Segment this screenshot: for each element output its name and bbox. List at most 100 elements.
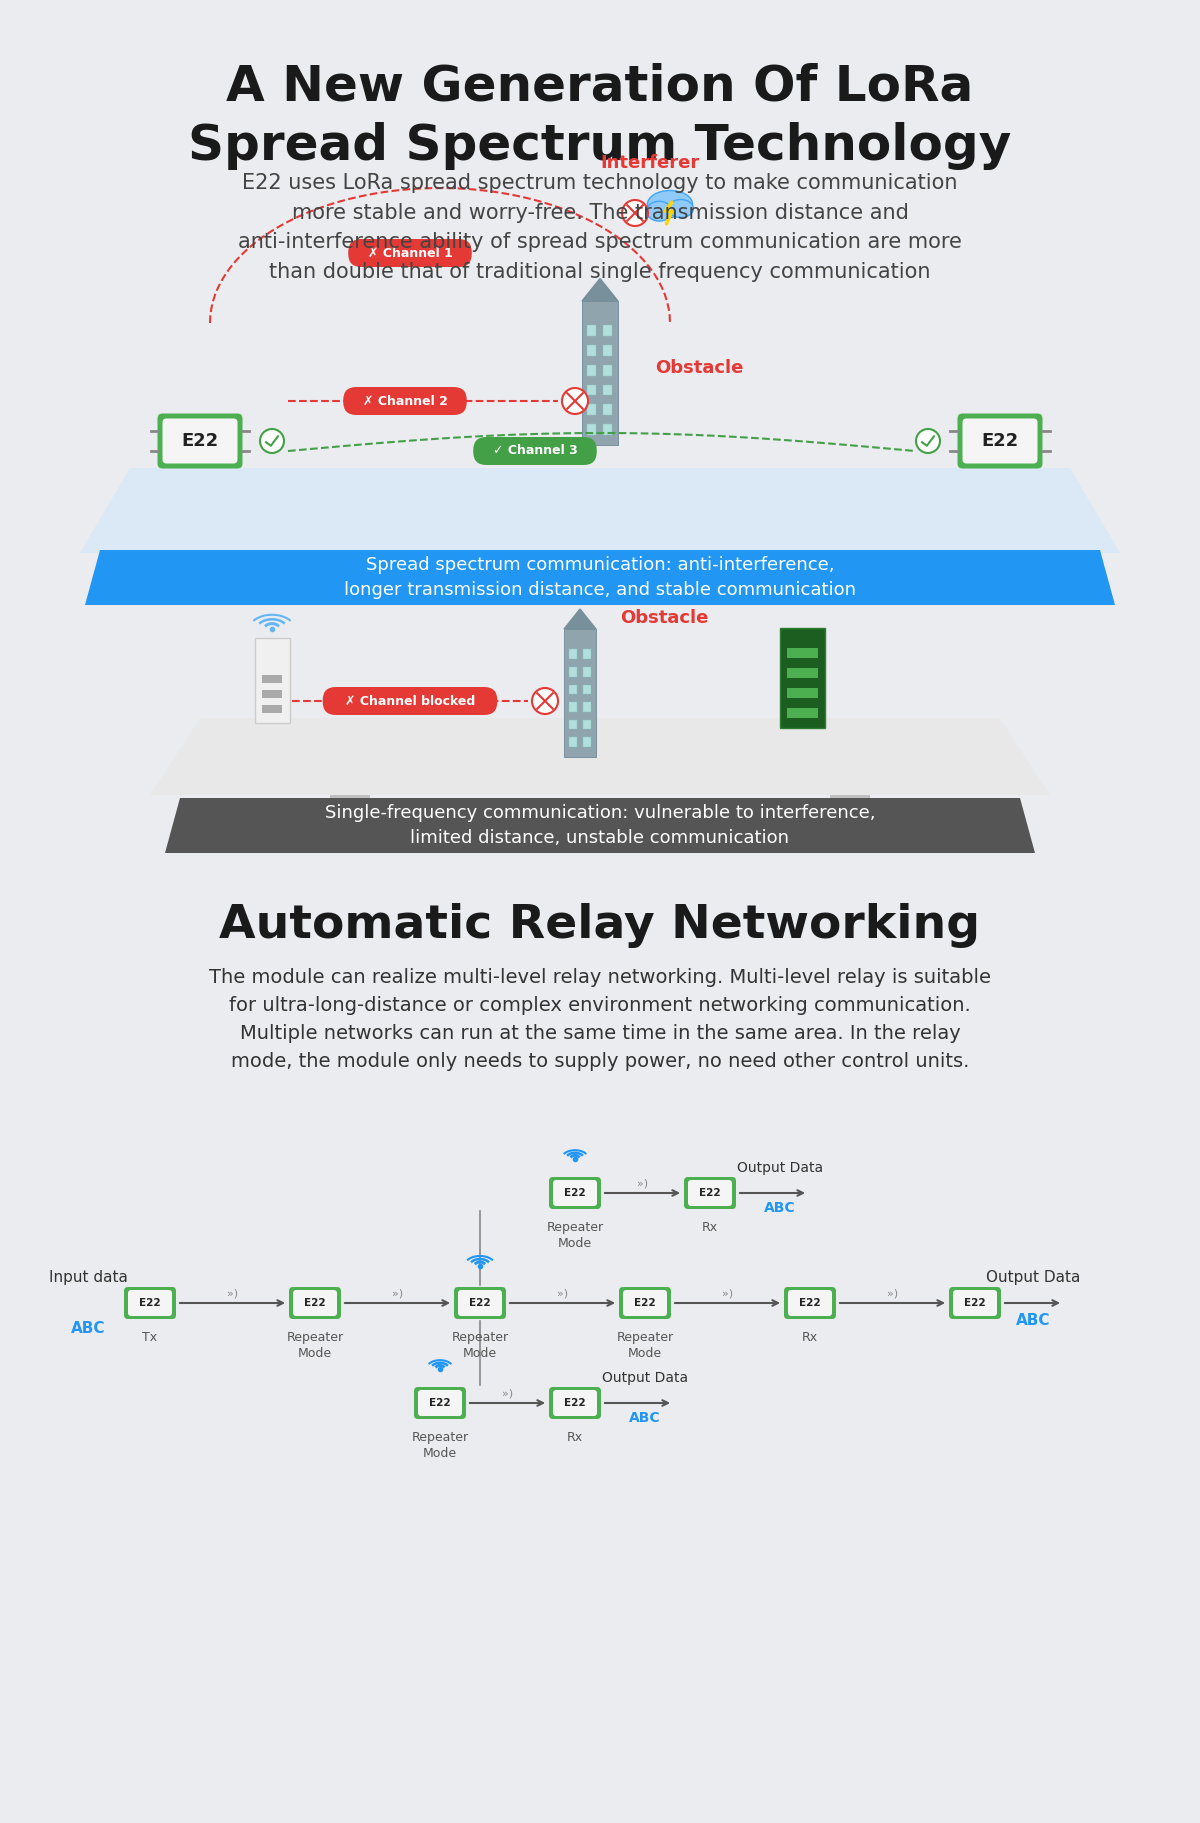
Bar bbox=[569, 702, 577, 711]
Polygon shape bbox=[166, 798, 1034, 853]
FancyBboxPatch shape bbox=[348, 239, 472, 266]
FancyBboxPatch shape bbox=[289, 1287, 341, 1320]
Text: A New Generation Of LoRa
Spread Spectrum Technology: A New Generation Of LoRa Spread Spectrum… bbox=[188, 64, 1012, 170]
Text: »): ») bbox=[722, 1289, 733, 1300]
Text: E22: E22 bbox=[430, 1398, 451, 1407]
Bar bbox=[604, 405, 612, 416]
Text: Obstacle: Obstacle bbox=[620, 609, 708, 627]
Bar bbox=[262, 706, 282, 713]
Polygon shape bbox=[150, 718, 1050, 795]
Bar bbox=[569, 685, 577, 695]
Bar bbox=[583, 720, 592, 729]
Text: »): ») bbox=[637, 1179, 648, 1189]
Text: E22: E22 bbox=[139, 1298, 161, 1307]
FancyBboxPatch shape bbox=[293, 1291, 337, 1316]
Text: E22: E22 bbox=[634, 1298, 656, 1307]
Bar bbox=[564, 629, 596, 757]
FancyBboxPatch shape bbox=[784, 1287, 836, 1320]
Bar bbox=[254, 638, 290, 724]
Text: Rx: Rx bbox=[802, 1331, 818, 1344]
Bar bbox=[604, 365, 612, 376]
Bar bbox=[925, 552, 974, 571]
Text: Repeater
Mode: Repeater Mode bbox=[451, 1331, 509, 1360]
Text: ABC: ABC bbox=[764, 1201, 796, 1214]
Text: E22: E22 bbox=[564, 1398, 586, 1407]
FancyBboxPatch shape bbox=[623, 1291, 667, 1316]
FancyBboxPatch shape bbox=[953, 1291, 997, 1316]
FancyBboxPatch shape bbox=[958, 414, 1043, 469]
FancyBboxPatch shape bbox=[684, 1178, 736, 1209]
Bar bbox=[583, 667, 592, 676]
Bar bbox=[604, 324, 612, 335]
Bar bbox=[604, 345, 612, 355]
Text: Repeater
Mode: Repeater Mode bbox=[412, 1431, 468, 1460]
Text: Rx: Rx bbox=[566, 1431, 583, 1444]
Circle shape bbox=[622, 201, 648, 226]
Bar bbox=[583, 736, 592, 747]
Text: E22: E22 bbox=[700, 1189, 721, 1198]
Bar bbox=[787, 667, 818, 678]
Ellipse shape bbox=[668, 199, 694, 217]
Circle shape bbox=[941, 561, 959, 580]
FancyBboxPatch shape bbox=[553, 1389, 598, 1416]
Text: Repeater
Mode: Repeater Mode bbox=[617, 1331, 673, 1360]
Text: ✗ Channel 2: ✗ Channel 2 bbox=[362, 394, 448, 408]
Text: ✗ Channel blocked: ✗ Channel blocked bbox=[344, 695, 475, 707]
Bar bbox=[604, 425, 612, 436]
FancyBboxPatch shape bbox=[688, 1179, 732, 1207]
Text: Output Data: Output Data bbox=[986, 1271, 1080, 1285]
Bar bbox=[830, 795, 870, 813]
Text: ✓ Channel 3: ✓ Channel 3 bbox=[493, 445, 577, 458]
Circle shape bbox=[260, 428, 284, 452]
Bar bbox=[262, 675, 282, 684]
FancyBboxPatch shape bbox=[162, 419, 238, 463]
Circle shape bbox=[342, 806, 358, 820]
Text: Repeater
Mode: Repeater Mode bbox=[287, 1331, 343, 1360]
Text: E22: E22 bbox=[304, 1298, 326, 1307]
FancyBboxPatch shape bbox=[473, 438, 596, 465]
Polygon shape bbox=[564, 609, 596, 629]
Text: Tx: Tx bbox=[143, 1331, 157, 1344]
Text: Output Data: Output Data bbox=[602, 1371, 688, 1385]
Text: Output Data: Output Data bbox=[737, 1161, 823, 1176]
Bar bbox=[587, 365, 596, 376]
Text: E22: E22 bbox=[799, 1298, 821, 1307]
Text: »): ») bbox=[227, 1289, 238, 1300]
Bar bbox=[569, 667, 577, 676]
Text: ABC: ABC bbox=[71, 1322, 106, 1336]
Bar bbox=[569, 720, 577, 729]
Bar bbox=[787, 707, 818, 718]
Ellipse shape bbox=[647, 201, 672, 221]
Text: The module can realize multi-level relay networking. Multi-level relay is suitab: The module can realize multi-level relay… bbox=[209, 968, 991, 1070]
Text: Obstacle: Obstacle bbox=[655, 359, 743, 377]
Bar bbox=[583, 649, 592, 658]
Text: Spread spectrum communication: anti-interference,
longer transmission distance, : Spread spectrum communication: anti-inte… bbox=[344, 556, 856, 600]
Text: E22: E22 bbox=[982, 432, 1019, 450]
Text: ABC: ABC bbox=[629, 1411, 661, 1426]
Bar bbox=[583, 702, 592, 711]
Text: Automatic Relay Networking: Automatic Relay Networking bbox=[220, 902, 980, 948]
Text: E22: E22 bbox=[469, 1298, 491, 1307]
Bar bbox=[787, 687, 818, 698]
Text: E22 uses LoRa spread spectrum technology to make communication
more stable and w: E22 uses LoRa spread spectrum technology… bbox=[238, 173, 962, 283]
Bar bbox=[583, 685, 592, 695]
FancyBboxPatch shape bbox=[157, 414, 242, 469]
Bar bbox=[587, 385, 596, 396]
FancyBboxPatch shape bbox=[343, 386, 467, 416]
Bar bbox=[262, 689, 282, 698]
Text: ABC: ABC bbox=[1015, 1313, 1050, 1327]
Text: »): ») bbox=[557, 1289, 568, 1300]
FancyBboxPatch shape bbox=[619, 1287, 671, 1320]
Polygon shape bbox=[80, 469, 1120, 552]
Circle shape bbox=[842, 806, 858, 820]
Text: Single-frequency communication: vulnerable to interference,
limited distance, un: Single-frequency communication: vulnerab… bbox=[325, 804, 875, 848]
FancyBboxPatch shape bbox=[550, 1178, 601, 1209]
Text: Rx: Rx bbox=[702, 1221, 718, 1234]
Circle shape bbox=[532, 687, 558, 715]
Bar bbox=[587, 425, 596, 436]
Bar bbox=[330, 795, 370, 813]
Bar bbox=[569, 736, 577, 747]
Text: ✗ Channel 1: ✗ Channel 1 bbox=[367, 246, 452, 259]
FancyBboxPatch shape bbox=[323, 687, 497, 715]
FancyBboxPatch shape bbox=[788, 1291, 832, 1316]
